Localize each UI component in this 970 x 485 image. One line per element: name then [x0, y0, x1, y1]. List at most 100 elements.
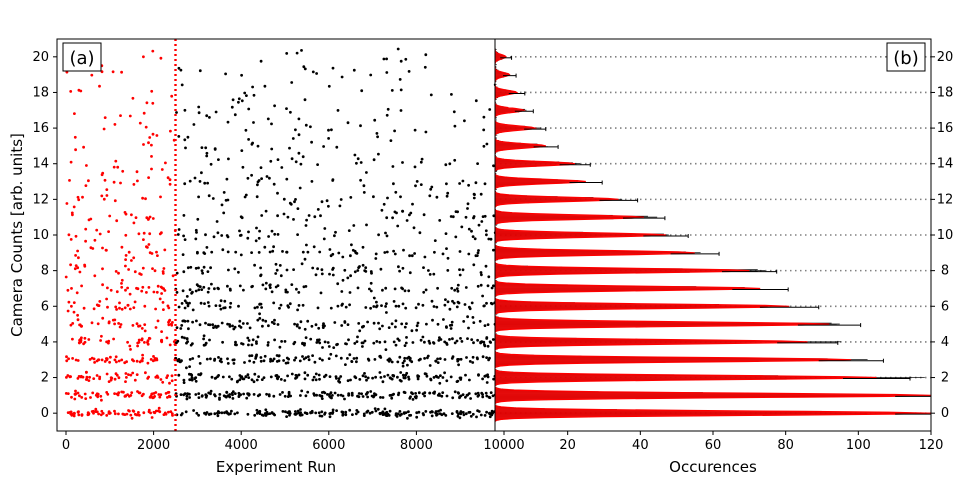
- scatter-point: [349, 274, 352, 278]
- scatter-point: [115, 290, 119, 294]
- scatter-point: [191, 290, 194, 294]
- scatter-point: [444, 414, 448, 417]
- scatter-point: [223, 306, 227, 310]
- scatter-point: [91, 247, 95, 250]
- scatter-point: [258, 409, 262, 413]
- scatter-point: [290, 157, 294, 161]
- scatter-point: [434, 359, 438, 363]
- fit-curve: [495, 368, 877, 387]
- scatter-point: [356, 269, 360, 272]
- scatter-point: [142, 238, 145, 242]
- scatter-point: [402, 376, 406, 380]
- fit-curve: [495, 297, 790, 315]
- scatter-point: [203, 252, 207, 256]
- scatter-point: [202, 265, 206, 269]
- scatter-point: [479, 192, 483, 196]
- scatter-point: [230, 409, 233, 413]
- scatter-point: [226, 362, 230, 365]
- scatter-point: [459, 337, 462, 340]
- scatter-point: [339, 375, 343, 378]
- scatter-point: [216, 231, 220, 235]
- scatter-point: [464, 373, 467, 377]
- scatter-point: [446, 300, 450, 304]
- scatter-point: [317, 411, 321, 415]
- scatter-point: [374, 257, 378, 260]
- scatter-point: [474, 181, 478, 185]
- scatter-point: [89, 217, 93, 221]
- scatter-point: [319, 214, 322, 218]
- scatter-point: [472, 321, 476, 324]
- scatter-point: [183, 238, 187, 242]
- scatter-point: [390, 89, 394, 92]
- scatter-point: [263, 354, 267, 358]
- x-tick-label-b: 80: [777, 438, 794, 453]
- scatter-point: [419, 357, 422, 361]
- scatter-point: [460, 225, 464, 229]
- scatter-point: [361, 374, 365, 378]
- scatter-point: [257, 179, 261, 182]
- scatter-point: [97, 304, 101, 307]
- scatter-point: [68, 179, 71, 182]
- y-tick-label-right: 6: [941, 299, 949, 314]
- scatter-point: [390, 396, 394, 400]
- scatter-point: [226, 322, 230, 326]
- scatter-point: [314, 273, 318, 277]
- scatter-point: [126, 340, 129, 344]
- scatter-point: [205, 151, 209, 155]
- scatter-point: [355, 409, 359, 412]
- axis-ticks: [53, 56, 935, 435]
- scatter-point: [453, 288, 457, 292]
- histogram-bar: [495, 119, 497, 121]
- scatter-point: [270, 320, 274, 324]
- scatter-point: [161, 301, 165, 304]
- y-tick-label-right: 0: [941, 406, 949, 421]
- scatter-point: [432, 341, 436, 345]
- scatter-point: [401, 209, 404, 213]
- scatter-point: [246, 412, 250, 416]
- scatter-point: [142, 231, 146, 235]
- scatter-point: [442, 318, 445, 321]
- scatter-point: [340, 75, 344, 79]
- scatter-point: [73, 392, 77, 396]
- scatter-point: [194, 393, 198, 396]
- scatter-point: [213, 148, 217, 151]
- scatter-point: [207, 323, 210, 326]
- scatter-point: [191, 308, 195, 312]
- scatter-point: [480, 220, 484, 223]
- scatter-point: [299, 411, 302, 414]
- scatter-point: [171, 414, 174, 417]
- scatter-point: [366, 395, 369, 399]
- scatter-point: [444, 298, 447, 301]
- scatter-point: [459, 410, 463, 413]
- scatter-point: [126, 393, 129, 396]
- scatter-point: [267, 393, 271, 397]
- scatter-point: [252, 393, 256, 396]
- scatter-point: [186, 135, 190, 139]
- scatter-point: [432, 376, 436, 379]
- scatter-point: [143, 304, 147, 308]
- scatter-point: [150, 167, 153, 171]
- scatter-point: [385, 414, 389, 417]
- scatter-point: [372, 395, 375, 399]
- scatter-point: [129, 373, 133, 377]
- scatter-point: [415, 411, 419, 415]
- scatter-point: [229, 301, 233, 305]
- scatter-point: [478, 319, 482, 323]
- scatter-point: [140, 327, 144, 330]
- scatter-point: [100, 334, 103, 338]
- scatter-point: [144, 197, 147, 201]
- scatter-point: [73, 267, 77, 271]
- scatter-point: [389, 139, 393, 143]
- scatter-point: [350, 243, 353, 247]
- scatter-point: [155, 250, 158, 254]
- scatter-point: [103, 116, 107, 119]
- scatter-point: [393, 287, 397, 291]
- scatter-point: [108, 214, 112, 218]
- scatter-point: [105, 297, 108, 301]
- scatter-point: [372, 321, 376, 325]
- scatter-point: [441, 391, 445, 394]
- scatter-point: [299, 162, 303, 166]
- scatter-point: [194, 376, 198, 379]
- scatter-point: [333, 321, 337, 324]
- scatter-point: [74, 264, 78, 267]
